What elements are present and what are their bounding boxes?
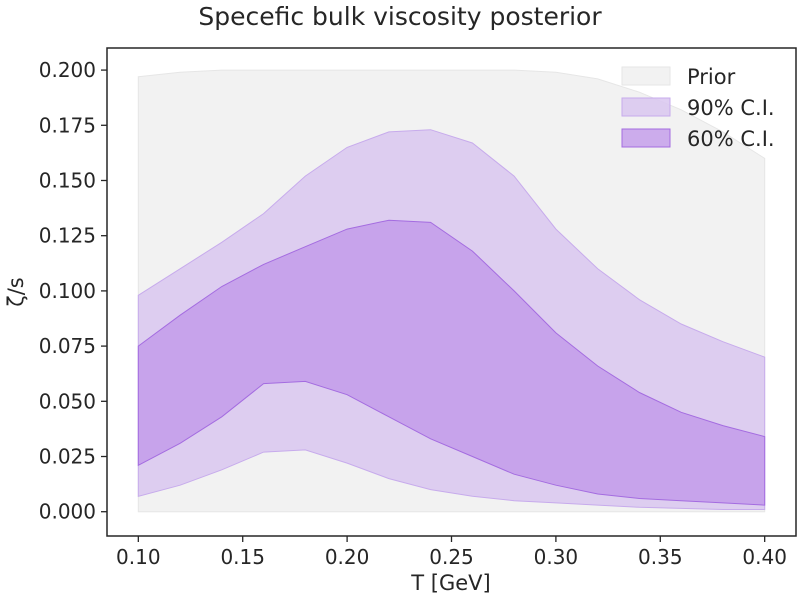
y-tick-label: 0.050	[39, 389, 96, 413]
legend-swatch	[621, 128, 671, 148]
x-ticks: 0.10 0.15 0.20 0.25 0.30 0.35 0.40	[116, 536, 787, 569]
x-tick-label: 0.40	[742, 545, 787, 569]
legend-swatch	[621, 66, 671, 86]
y-ticks: 0.000 0.025 0.050 0.075 0.100 0.125 0.150 0.175…	[39, 58, 107, 524]
bands	[137, 69, 766, 513]
y-tick-label: 0.000	[39, 500, 96, 524]
band-60-c-i	[137, 219, 766, 506]
y-tick-label: 0.150	[39, 168, 96, 192]
chart-title: Specefic bulk viscosity posterior	[198, 2, 602, 31]
x-tick-label: 0.10	[116, 545, 161, 569]
y-tick-label: 0.125	[39, 224, 96, 248]
x-tick-label: 0.20	[325, 545, 370, 569]
legend-swatch	[621, 97, 671, 117]
legend: Prior 90% C.I. 60% C.I.	[621, 65, 775, 151]
legend-label: 60% C.I.	[687, 127, 775, 151]
y-tick-label: 0.200	[39, 58, 96, 82]
x-tick-label: 0.35	[638, 545, 683, 569]
y-tick-label: 0.175	[39, 113, 96, 137]
x-tick-label: 0.15	[220, 545, 265, 569]
y-axis-label: ζ/s	[4, 277, 28, 306]
x-tick-label: 0.30	[534, 545, 579, 569]
y-tick-label: 0.100	[39, 279, 96, 303]
legend-label: Prior	[687, 65, 736, 89]
x-tick-label: 0.25	[429, 545, 474, 569]
y-tick-label: 0.025	[39, 445, 96, 469]
y-tick-label: 0.075	[39, 334, 96, 358]
x-axis-label: T [GeV]	[410, 571, 490, 595]
legend-label: 90% C.I.	[687, 96, 775, 120]
